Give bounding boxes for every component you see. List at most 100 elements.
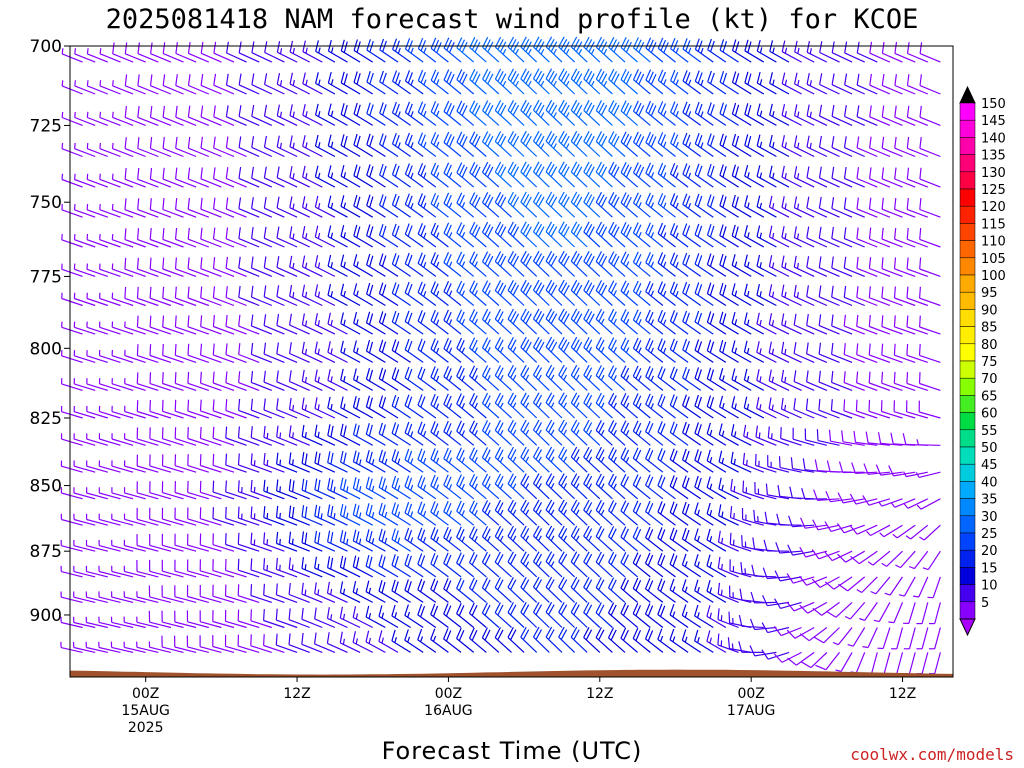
wind-barb-half-flag bbox=[330, 403, 333, 410]
wind-barb-half-flag bbox=[731, 643, 734, 650]
wind-barb bbox=[781, 114, 802, 126]
wind-barb-half-flag bbox=[397, 47, 401, 54]
wind-barb bbox=[794, 83, 815, 95]
wind-barb-half-flag bbox=[86, 48, 89, 54]
wind-barb-flag bbox=[381, 478, 386, 490]
wind-barb bbox=[301, 435, 323, 446]
wind-barb bbox=[99, 411, 121, 419]
wind-barb bbox=[86, 383, 108, 391]
wind-barb-flag bbox=[535, 253, 543, 264]
wind-barb-flag bbox=[560, 629, 568, 640]
wind-barb-flag bbox=[728, 611, 731, 624]
wind-barb-flag bbox=[532, 336, 540, 348]
wind-barb-flag bbox=[275, 633, 278, 646]
wind-barb-half-flag bbox=[747, 290, 750, 297]
wind-barb bbox=[669, 376, 689, 391]
wind-barb-flag bbox=[200, 167, 203, 179]
wind-barb-flag bbox=[417, 475, 423, 487]
wind-barb bbox=[620, 457, 638, 473]
wind-barb-flag bbox=[706, 224, 712, 236]
wind-barb bbox=[238, 84, 260, 95]
wind-barb-flag bbox=[787, 657, 797, 666]
wind-barb bbox=[187, 297, 210, 307]
wind-barb-flag bbox=[458, 605, 465, 617]
wind-barb-half-flag bbox=[384, 485, 388, 492]
wind-barb-flag bbox=[632, 526, 639, 538]
wind-barb-half-flag bbox=[448, 484, 453, 490]
wind-barb-half-flag bbox=[436, 202, 440, 209]
wind-barb-flag bbox=[499, 73, 507, 85]
wind-barb-flag bbox=[563, 284, 570, 296]
wind-barb bbox=[212, 645, 235, 653]
wind-barb bbox=[595, 231, 613, 248]
wind-barb-half-flag bbox=[525, 535, 530, 542]
wind-barb-half-flag bbox=[675, 110, 679, 117]
wind-barb-half-flag bbox=[330, 47, 334, 54]
wind-barb-flag bbox=[776, 513, 781, 526]
wind-barb-flag bbox=[719, 395, 724, 408]
wind-barb bbox=[86, 621, 108, 629]
wind-barb-flag bbox=[560, 502, 568, 513]
wind-barb-flag bbox=[520, 364, 527, 376]
wind-barb bbox=[682, 459, 702, 473]
wind-barb-flag bbox=[595, 131, 603, 142]
wind-barb-flag bbox=[620, 222, 627, 233]
wind-barb-flag bbox=[623, 528, 629, 540]
wind-barb bbox=[87, 116, 109, 126]
wind-barb-flag bbox=[570, 250, 578, 262]
wind-barb-flag bbox=[238, 41, 242, 53]
wind-barb bbox=[818, 325, 840, 335]
wind-barb-flag bbox=[394, 556, 399, 568]
wind-barb bbox=[328, 82, 348, 95]
wind-barb bbox=[301, 462, 323, 473]
wind-barb-flag bbox=[620, 500, 627, 512]
wind-barb bbox=[867, 627, 878, 648]
wind-barb bbox=[583, 46, 601, 63]
wind-barb bbox=[869, 325, 891, 335]
wind-barb bbox=[632, 638, 651, 653]
wind-barb-flag bbox=[744, 164, 749, 177]
wind-barb-flag bbox=[585, 194, 593, 205]
wind-barb-flag bbox=[816, 429, 819, 441]
wind-barb-flag bbox=[600, 135, 608, 147]
wind-barb bbox=[717, 593, 739, 603]
wind-barb-half-flag bbox=[759, 172, 763, 179]
wind-barb-half-flag bbox=[292, 459, 294, 466]
wind-barb bbox=[137, 268, 159, 277]
wind-barb bbox=[894, 84, 916, 95]
wind-barb-flag bbox=[743, 368, 748, 381]
wind-barb-flag bbox=[433, 254, 439, 266]
wind-barb-flag bbox=[302, 165, 306, 178]
wind-barb-half-flag bbox=[721, 484, 724, 491]
wind-barb-flag bbox=[550, 135, 558, 147]
wind-barb-half-flag bbox=[74, 142, 76, 149]
wind-barb-flag bbox=[507, 191, 514, 203]
wind-barb-flag bbox=[769, 165, 773, 177]
wind-barb bbox=[74, 85, 96, 95]
wind-barb bbox=[238, 543, 260, 552]
wind-barb bbox=[162, 85, 184, 95]
wind-barb bbox=[443, 458, 462, 473]
wind-barb-flag bbox=[525, 341, 532, 353]
wind-barb-flag bbox=[744, 103, 749, 115]
wind-barb bbox=[417, 589, 437, 603]
wind-barb-flag bbox=[697, 312, 703, 325]
wind-barb-flag bbox=[610, 224, 617, 235]
colorbar-swatch bbox=[959, 154, 976, 173]
wind-barb-flag bbox=[494, 525, 502, 537]
wind-barb bbox=[558, 509, 576, 526]
wind-barb-flag bbox=[583, 577, 590, 588]
wind-barb bbox=[894, 116, 916, 126]
wind-barb bbox=[74, 411, 96, 419]
wind-barb-half-flag bbox=[525, 429, 530, 436]
wind-barb-half-flag bbox=[687, 202, 692, 209]
wind-barb bbox=[430, 614, 449, 628]
wind-barb-flag bbox=[136, 344, 139, 356]
wind-barb bbox=[533, 374, 550, 391]
wind-barb-flag bbox=[512, 135, 520, 147]
wind-barb-half-flag bbox=[436, 79, 440, 85]
wind-barb-flag bbox=[682, 163, 688, 175]
wind-barb-flag bbox=[484, 629, 491, 641]
wind-barb-flag bbox=[407, 450, 413, 462]
wind-barb-flag bbox=[404, 338, 410, 351]
